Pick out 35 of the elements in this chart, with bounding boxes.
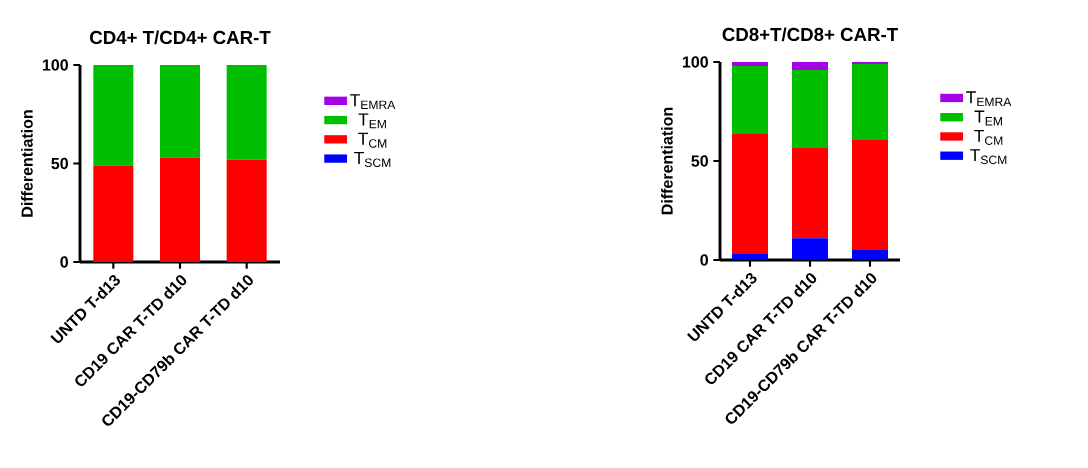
bar — [93, 165, 134, 262]
y-tick-label: 0 — [700, 254, 708, 266]
y-axis-title: Differentiation — [21, 110, 33, 217]
bar — [226, 159, 267, 262]
bar — [852, 139, 889, 251]
bar — [732, 133, 769, 255]
bar — [732, 65, 769, 134]
y-tick-label: 50 — [691, 155, 708, 167]
y-axis-title: Differentiation — [661, 107, 673, 215]
bar — [792, 147, 829, 239]
bar — [852, 63, 889, 140]
bar — [792, 69, 829, 148]
y-tick-label: 0 — [60, 256, 68, 268]
legend-label: T$_{EMRA}$ — [350, 94, 396, 109]
bar — [93, 65, 134, 166]
bar — [226, 65, 267, 160]
legend-label: T$_{CM}$ — [358, 132, 387, 148]
legend-label: T$_{CM}$ — [974, 129, 1003, 145]
chart-title: CD8+T/CD8+ CAR-T — [722, 27, 898, 42]
legend-label: T$_{EM}$ — [974, 110, 1002, 126]
legend-label: T$_{SCM}$ — [970, 149, 1007, 165]
y-tick-label: 100 — [42, 59, 68, 71]
bar — [792, 238, 829, 260]
bar — [160, 65, 200, 158]
bar — [792, 62, 829, 70]
y-tick-label: 100 — [682, 56, 708, 68]
bar — [732, 254, 769, 260]
bar — [732, 62, 769, 66]
legend-label: T$_{EM}$ — [358, 113, 386, 129]
bar — [160, 157, 200, 262]
y-tick-label: 50 — [51, 157, 68, 170]
legend-label: T$_{SCM}$ — [354, 152, 391, 168]
bar — [852, 250, 889, 260]
legend-label: T$_{EMRA}$ — [966, 91, 1012, 107]
chart-title: CD4+ T/CD4+ CAR-T — [90, 30, 271, 45]
